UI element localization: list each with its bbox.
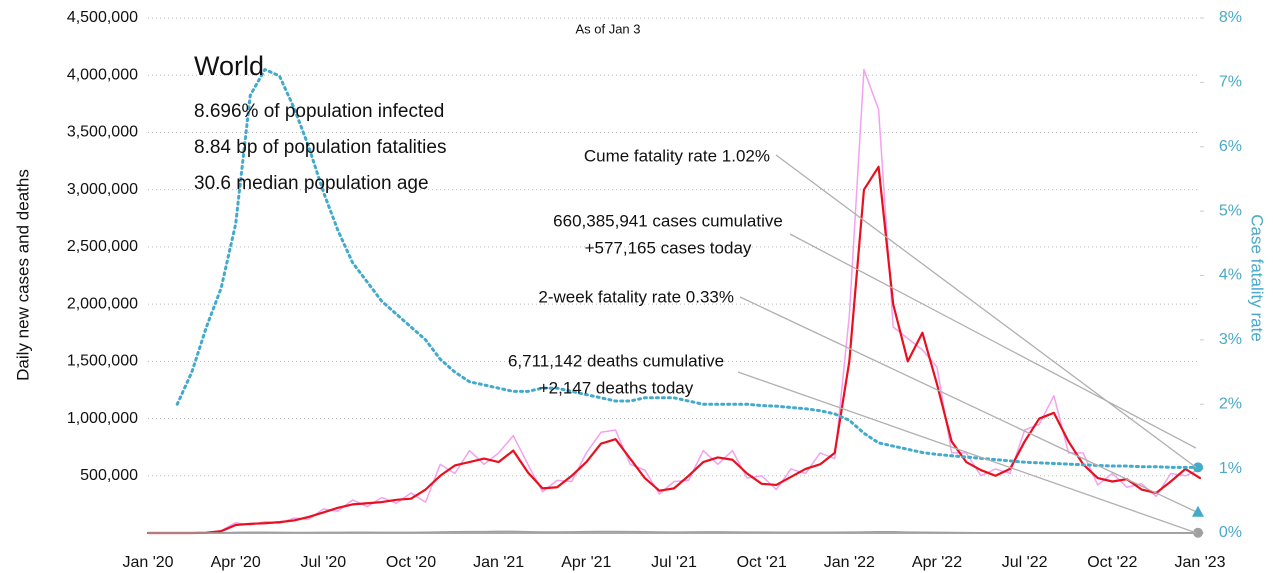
x-tick-label: Jul '21 (651, 554, 697, 571)
y-tick-label: 500,000 (80, 467, 138, 484)
y2-tick-label: 8% (1219, 9, 1242, 26)
x-tick-label: Jul '22 (1002, 554, 1048, 571)
panel-title: World (194, 51, 264, 81)
annotation: Cume fatality rate 1.02% (584, 146, 770, 165)
panel-line: 8.696% of population infected (194, 101, 444, 122)
y-tick-label: 1,500,000 (67, 353, 138, 370)
annotation: +577,165 cases today (585, 238, 752, 257)
y-tick-label: 2,000,000 (67, 295, 138, 312)
y-tick-label: 2,500,000 (67, 238, 138, 255)
y-tick-label: 4,500,000 (67, 9, 138, 26)
x-tick-label: Apr '22 (912, 554, 962, 571)
x-tick-label: Oct '20 (386, 554, 436, 571)
panel-line: 8.84 bp of population fatalities (194, 137, 446, 158)
x-tick-label: Oct '21 (737, 554, 787, 571)
series-line (147, 68, 1201, 534)
y2-tick-label: 2% (1219, 395, 1242, 412)
x-tick-label: Jan '22 (824, 554, 875, 571)
x-tick-label: Jan '21 (473, 554, 524, 571)
x-tick-label: Jul '20 (300, 554, 346, 571)
annotation: 2-week fatality rate 0.33% (538, 287, 734, 306)
y2-tick-label: 6% (1219, 138, 1242, 155)
annotation: +2,147 deaths today (539, 378, 694, 397)
panel-line: 30.6 median population age (194, 173, 429, 194)
y2-tick-label: 0% (1219, 524, 1242, 541)
series-line (175, 68, 1202, 469)
y-tick-label: 1,000,000 (67, 410, 138, 427)
y-tick-label: 3,500,000 (67, 124, 138, 141)
y-tick-label: 3,000,000 (67, 181, 138, 198)
leader-line (789, 233, 1197, 449)
end-marker (1192, 505, 1204, 517)
y2-tick-label: 3% (1219, 331, 1242, 348)
y2-tick-label: 1% (1219, 460, 1242, 477)
x-tick-label: Jan '20 (122, 554, 173, 571)
series-line (146, 165, 1202, 535)
y2-axis-label: Case fatality rate (1248, 214, 1267, 342)
end-marker (1193, 527, 1203, 538)
end-marker (1193, 462, 1203, 473)
x-tick-label: Apr '20 (211, 554, 261, 571)
y-axis-label: Daily new cases and deaths (13, 169, 32, 381)
y2-tick-label: 5% (1219, 202, 1242, 219)
series-line (147, 530, 1201, 534)
annotation: 6,711,142 deaths cumulative (508, 351, 724, 370)
leader-line (737, 371, 1197, 534)
x-tick-label: Apr '21 (561, 554, 611, 571)
y2-tick-label: 7% (1219, 74, 1242, 91)
x-tick-label: Oct '22 (1087, 554, 1137, 571)
subtitle: As of Jan 3 (575, 21, 640, 36)
y-tick-label: 4,000,000 (67, 66, 138, 83)
y2-tick-label: 4% (1219, 267, 1242, 284)
annotation: 660,385,941 cases cumulative (553, 211, 783, 230)
x-tick-label: Jan '23 (1174, 554, 1225, 571)
leader-line (739, 296, 1197, 513)
leader-line (775, 154, 1197, 468)
